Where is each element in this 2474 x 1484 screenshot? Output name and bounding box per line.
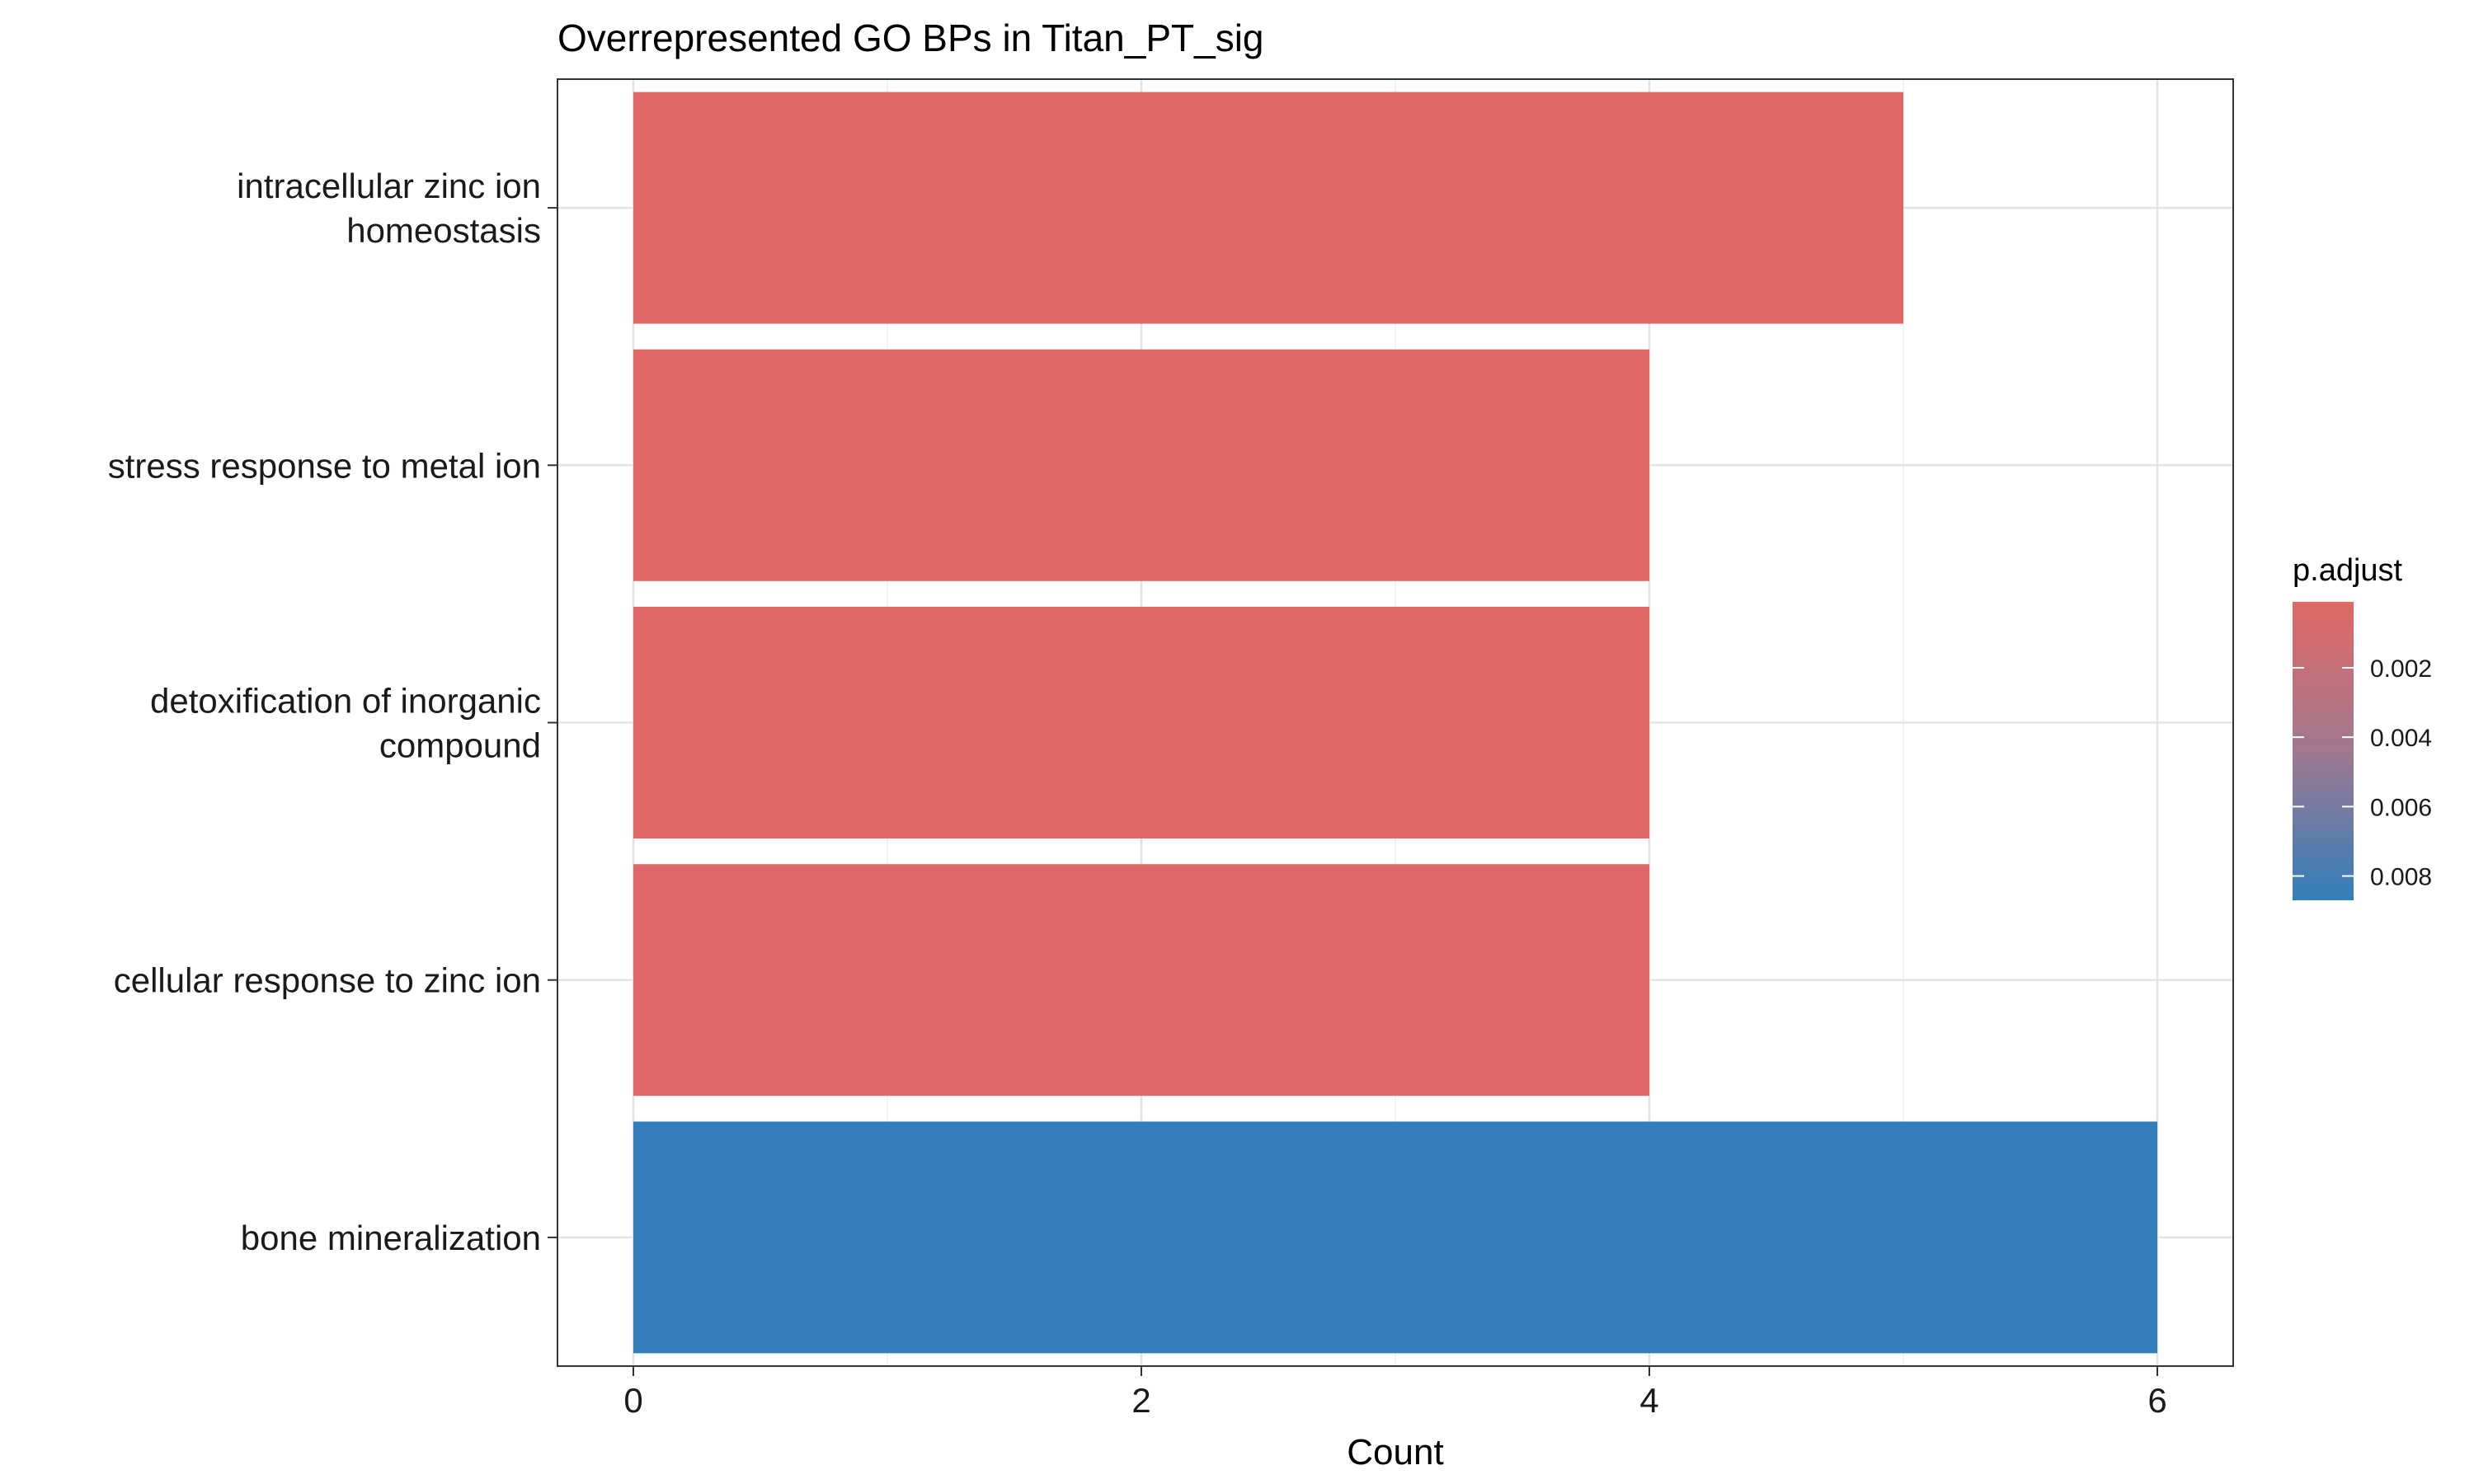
x-tick-label: 2 [1131,1381,1150,1420]
y-tick-label: cellular response to zinc ion [114,961,541,1000]
y-tick-label-line: intracellular zinc ion [237,167,541,205]
legend-title: p.adjust [2293,553,2403,588]
x-axis-title: Count [1347,1432,1443,1472]
y-tick-label: intracellular zinc ion homeostasis [237,167,541,250]
legend-tick-label: 0.002 [2370,655,2432,683]
bar [633,607,1649,838]
legend-colorbar [2293,602,2354,900]
bar [633,1121,2157,1354]
y-tick-label-line: homeostasis [346,211,541,250]
legend-ticks: 0.002 0.004 0.006 0.008 [2293,655,2432,891]
legend-tick-label: 0.004 [2370,725,2432,752]
x-tick-label: 0 [623,1381,642,1420]
y-tick-label: stress response to metal ion [108,446,541,485]
bar [633,92,1903,324]
x-tick-label: 4 [1639,1381,1658,1420]
y-tick-label-line: compound [379,726,541,765]
bars [633,92,2157,1354]
legend-tick-label: 0.008 [2370,864,2432,891]
x-axis: 0 2 4 6 [623,1366,2167,1420]
bar [633,349,1649,581]
y-tick-label: bone mineralization [241,1219,541,1257]
bar [633,864,1649,1097]
y-tick-label-line: cellular response to zinc ion [114,961,541,1000]
y-tick-label-line: bone mineralization [241,1219,541,1257]
y-tick-label-line: stress response to metal ion [108,446,541,485]
legend: p.adjust 0.002 0.004 0.006 0.008 [2293,553,2432,900]
y-axis: intracellular zinc ion homeostasis stress … [108,167,557,1257]
y-tick-label-line: detoxification of inorganic [150,682,541,721]
legend-tick-label: 0.006 [2370,794,2432,821]
x-tick-label: 6 [2147,1381,2166,1420]
y-tick-label: detoxification of inorganic compound [150,682,541,765]
chart-title: Overrepresented GO BPs in Titan_PT_sig [557,16,1264,59]
